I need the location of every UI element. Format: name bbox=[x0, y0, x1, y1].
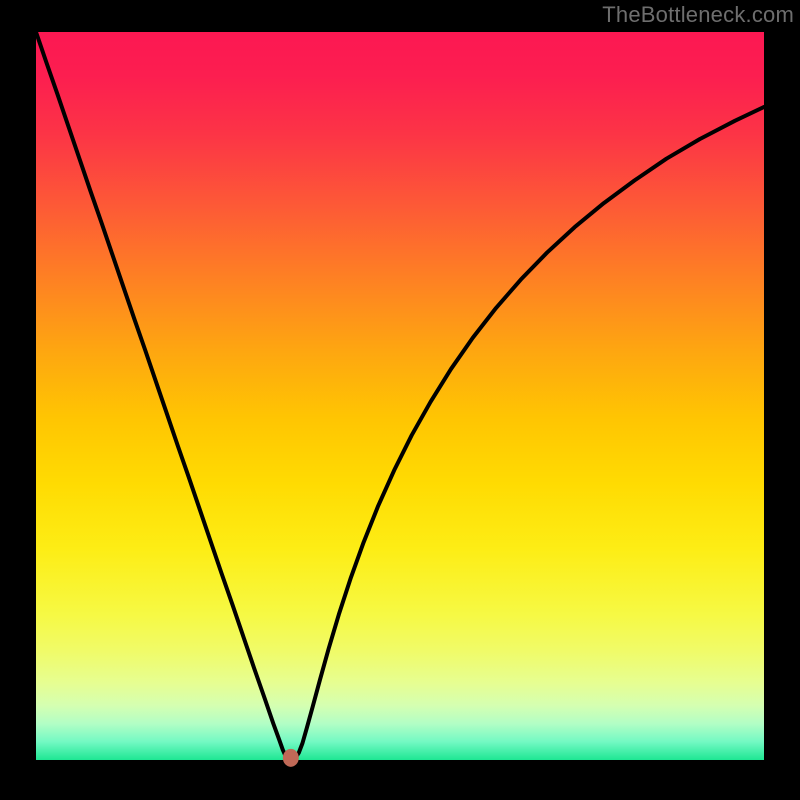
plot-background bbox=[36, 32, 764, 760]
bottleneck-chart bbox=[0, 0, 800, 800]
watermark-text: TheBottleneck.com bbox=[602, 2, 794, 28]
minimum-marker bbox=[283, 749, 299, 767]
